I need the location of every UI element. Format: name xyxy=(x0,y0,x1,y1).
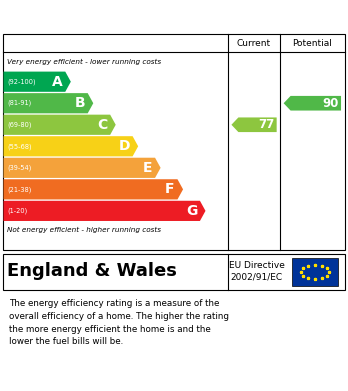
Text: (92-100): (92-100) xyxy=(8,79,36,85)
Text: 77: 77 xyxy=(258,118,275,131)
Text: Current: Current xyxy=(237,38,271,47)
Text: EU Directive
2002/91/EC: EU Directive 2002/91/EC xyxy=(229,261,285,282)
Polygon shape xyxy=(3,72,71,92)
Text: Not energy efficient - higher running costs: Not energy efficient - higher running co… xyxy=(7,227,161,233)
Text: England & Wales: England & Wales xyxy=(7,262,177,280)
Text: Energy Efficiency Rating: Energy Efficiency Rating xyxy=(9,9,230,23)
Text: (39-54): (39-54) xyxy=(8,165,32,171)
Text: (81-91): (81-91) xyxy=(8,100,32,106)
Text: (55-68): (55-68) xyxy=(8,143,32,149)
Text: (21-38): (21-38) xyxy=(8,186,32,193)
Text: G: G xyxy=(186,204,197,218)
Text: Potential: Potential xyxy=(292,38,332,47)
Text: Very energy efficient - lower running costs: Very energy efficient - lower running co… xyxy=(7,58,161,65)
Text: A: A xyxy=(52,75,63,89)
Polygon shape xyxy=(3,115,116,135)
Text: (69-80): (69-80) xyxy=(8,122,32,128)
Text: The energy efficiency rating is a measure of the
overall efficiency of a home. T: The energy efficiency rating is a measur… xyxy=(9,299,229,346)
Text: F: F xyxy=(165,182,175,196)
Bar xyxy=(292,258,338,286)
Text: C: C xyxy=(97,118,107,132)
Polygon shape xyxy=(3,136,138,156)
Text: B: B xyxy=(74,96,85,110)
Text: D: D xyxy=(118,139,130,153)
Polygon shape xyxy=(284,96,341,111)
Text: (1-20): (1-20) xyxy=(8,208,28,214)
Polygon shape xyxy=(3,93,93,113)
Polygon shape xyxy=(3,158,160,178)
Text: E: E xyxy=(143,161,152,175)
Text: 90: 90 xyxy=(323,97,339,110)
Polygon shape xyxy=(3,201,205,221)
Polygon shape xyxy=(231,117,277,132)
Polygon shape xyxy=(3,179,183,199)
